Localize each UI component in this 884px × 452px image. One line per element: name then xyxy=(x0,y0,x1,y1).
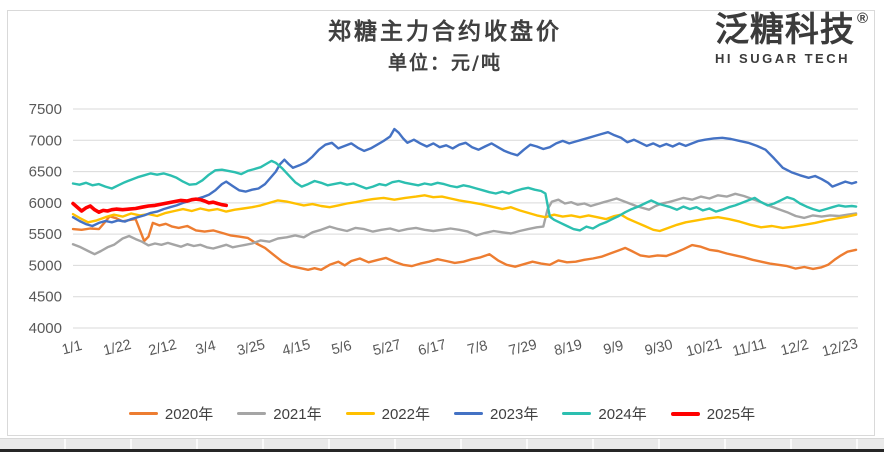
x-axis-tick-10/21: 10/21 xyxy=(685,336,724,360)
spreadsheet-row xyxy=(0,438,884,449)
x-axis-tick-12/23: 12/23 xyxy=(820,336,859,360)
chart-title-block: 郑糖主力合约收盘价 单位：元/吨 xyxy=(230,18,660,76)
legend-item-2024: 2024年 xyxy=(562,403,647,424)
legend-swatch-2020 xyxy=(128,412,158,415)
legend-swatch-2025 xyxy=(670,411,700,416)
legend-label-2024: 2024年 xyxy=(598,406,647,423)
x-axis-tick-11/11: 11/11 xyxy=(731,336,768,360)
y-axis-tick-6500: 6500 xyxy=(29,164,62,181)
legend-item-2025: 2025年 xyxy=(670,403,756,424)
y-axis-tick-6000: 6000 xyxy=(29,195,62,212)
brand-logo-cn-text: 泛糖科技 xyxy=(714,11,855,49)
x-axis-tick-7/29: 7/29 xyxy=(507,337,538,359)
series-line-2024 xyxy=(71,159,858,232)
legend-label-2020: 2020年 xyxy=(164,406,214,423)
x-axis-tick-5/27: 5/27 xyxy=(371,337,402,359)
x-axis-tick-1/1: 1/1 xyxy=(60,338,83,358)
x-axis-tick-9/9: 9/9 xyxy=(602,338,625,358)
y-axis-tick-5000: 5000 xyxy=(29,257,62,274)
x-axis-tick-2/12: 2/12 xyxy=(147,337,178,359)
x-axis-tick-9/30: 9/30 xyxy=(643,337,674,359)
legend-label-2022: 2022年 xyxy=(381,406,430,423)
x-axis-tick-4/15: 4/15 xyxy=(281,337,312,359)
legend-swatch-2023 xyxy=(454,412,483,415)
x-axis-tick-3/4: 3/4 xyxy=(194,338,217,358)
legend-label-2025: 2025年 xyxy=(706,406,756,423)
y-axis-tick-7500: 7500 xyxy=(29,101,62,118)
y-axis-tick-7000: 7000 xyxy=(29,132,62,149)
window-bottom-edge xyxy=(0,449,884,452)
y-axis-tick-4500: 4500 xyxy=(29,289,62,306)
legend-item-2023: 2023年 xyxy=(454,403,538,424)
brand-logo-en-text: HI SUGAR TECH xyxy=(714,51,850,66)
x-axis-tick-1/22: 1/22 xyxy=(102,337,133,359)
legend-label-2021: 2021年 xyxy=(273,406,322,423)
series-line-2022 xyxy=(71,194,858,233)
x-axis-tick-7/8: 7/8 xyxy=(466,338,489,358)
legend-swatch-2024 xyxy=(562,412,592,415)
legend-item-2021: 2021年 xyxy=(237,403,322,424)
chart-title: 郑糖主力合约收盘价 xyxy=(328,18,562,45)
legend-swatch-2022 xyxy=(345,412,375,415)
chart-legend: 2020年 2021年 2022年 2023年 2024年 2025年 xyxy=(0,403,884,424)
legend-swatch-2021 xyxy=(237,412,267,415)
x-axis-tick-12/2: 12/2 xyxy=(779,337,810,359)
x-axis-tick-8/19: 8/19 xyxy=(553,337,584,359)
series-line-2025 xyxy=(71,197,228,214)
legend-item-2020: 2020年 xyxy=(128,403,214,424)
series-line-2023 xyxy=(71,127,858,228)
legend-item-2022: 2022年 xyxy=(345,403,430,424)
series-line-2021 xyxy=(71,192,858,256)
x-axis-tick-6/17: 6/17 xyxy=(417,337,448,359)
x-axis-tick-3/25: 3/25 xyxy=(235,337,266,359)
y-axis-tick-4000: 4000 xyxy=(29,320,62,337)
legend-label-2023: 2023年 xyxy=(490,406,539,423)
chart-subtitle: 单位：元/吨 xyxy=(388,52,502,74)
series-line-2020 xyxy=(71,215,858,271)
brand-logo: 泛糖科技 ® HI SUGAR TECH xyxy=(714,10,868,66)
registered-trademark-icon: ® xyxy=(856,10,868,27)
x-axis-tick-5/6: 5/6 xyxy=(330,338,353,358)
y-axis-tick-5500: 5500 xyxy=(29,226,62,243)
